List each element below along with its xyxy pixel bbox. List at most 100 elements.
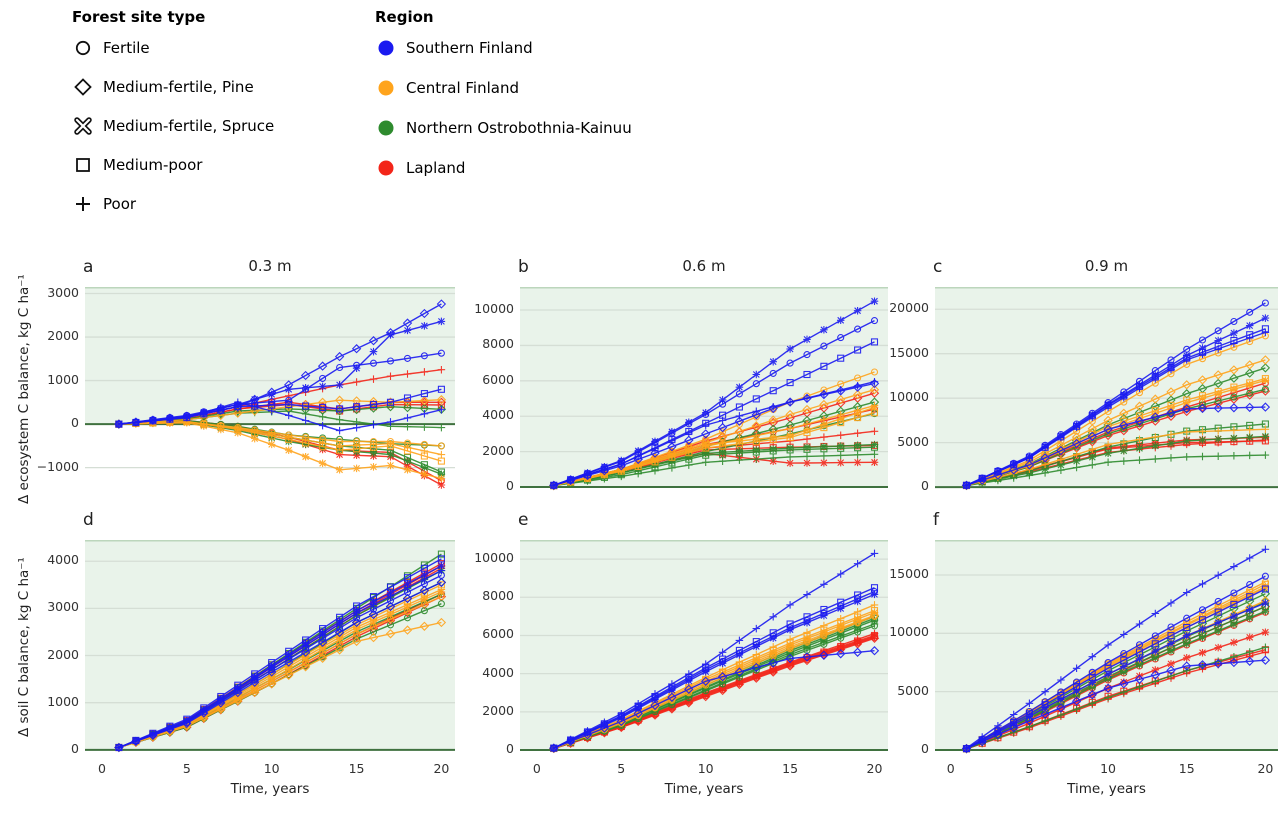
region-color-dot	[375, 37, 397, 59]
x-tick-label: 20	[1257, 761, 1274, 776]
x-tick-label: 20	[866, 761, 883, 776]
diamond-icon	[74, 77, 92, 96]
site-type-legend-item: Poor	[72, 184, 274, 223]
spruce-icon	[74, 116, 92, 135]
site-type-legend-item: Medium-fertile, Pine	[72, 67, 274, 106]
chart-d-svg	[85, 540, 455, 753]
panel-e-x-axis-title: Time, years	[664, 781, 744, 797]
x-tick-label: 15	[348, 761, 365, 776]
series-southern-diamond	[961, 655, 1271, 754]
y-tick-label: 20000	[889, 300, 929, 316]
site-type-label: Medium-fertile, Pine	[103, 77, 254, 96]
legend-glyph	[72, 115, 94, 137]
site-type-legend-item: Medium-poor	[72, 145, 274, 184]
region-legend-item: Central Finland	[375, 68, 632, 108]
x-tick-label: 5	[617, 761, 626, 776]
y-tick-label: 10000	[474, 550, 514, 566]
panel-f: f Time, years 0 5000 10000 15000 0 5 10 15 20	[889, 510, 1278, 797]
y-tick-label: 0	[921, 478, 929, 494]
legend-glyph	[72, 193, 94, 215]
series-southern-circle	[115, 571, 445, 752]
panel-f-plot	[935, 540, 1278, 759]
panel-b-title: 0.6 m	[682, 257, 726, 275]
y-tick-label: 8000	[482, 588, 514, 604]
y-tick-label: 0	[506, 478, 514, 494]
x-tick-label: 0	[532, 761, 541, 776]
site-type-legend-title: Forest site type	[72, 8, 206, 26]
panel-b-plot	[520, 287, 888, 496]
y-tick-label: 1000	[47, 693, 79, 709]
x-tick-label: 5	[182, 761, 191, 776]
plus-icon	[76, 196, 90, 211]
legend-glyph	[72, 154, 94, 176]
chart-b-svg	[520, 287, 888, 491]
series-southern-circle	[550, 317, 879, 489]
x-tick-label: 20	[433, 761, 450, 776]
y-tick-label: 2000	[47, 328, 79, 344]
series-lapland-spruce	[115, 418, 446, 489]
y-tick-label: 4000	[47, 552, 79, 568]
panel-f-letter: f	[933, 510, 939, 530]
x-tick-label: 0	[946, 761, 955, 776]
panel-d-plot	[85, 540, 455, 759]
panel-a: a 0.3 m −1000 0 1000 2000 3000	[37, 257, 455, 492]
series-southern-circle	[962, 572, 1269, 753]
chart-f-svg	[935, 540, 1278, 754]
y-tick-label: 0	[71, 415, 79, 431]
panel-c-title: 0.9 m	[1084, 257, 1129, 275]
site-type-label: Fertile	[103, 38, 150, 57]
chart-c-svg	[935, 287, 1278, 491]
series-lapland-circle	[115, 417, 445, 485]
series-central-spruce	[115, 419, 446, 483]
series-southern-diamond	[961, 402, 1271, 490]
region-legend-items: Southern Finland Central Finland Northern …	[375, 28, 632, 188]
panel-d: d Time, years 0 1000 2000 3000 4000 0 5 10 15 20	[47, 510, 455, 797]
region-legend: Region Southern Finland Central Finland No…	[375, 2, 632, 188]
y-tick-label: 6000	[482, 371, 514, 387]
site-type-label: Medium-poor	[103, 155, 203, 174]
series-southern-circle	[962, 299, 1269, 489]
region-legend-item: Southern Finland	[375, 28, 632, 68]
y-tick-label: 4000	[482, 664, 514, 680]
region-label: Lapland	[406, 159, 466, 177]
panel-c: c 0.9 m 0 5000 10000 15000 20000	[889, 257, 1278, 493]
y-tick-label: 2000	[482, 442, 514, 458]
y-tick-label: 6000	[482, 626, 514, 642]
site-type-legend-items: Fertile Medium-fertile, Pine Medium-fertil…	[72, 28, 274, 223]
region-label: Southern Finland	[406, 39, 533, 57]
panel-d-letter: d	[83, 510, 94, 530]
y-tick-label: 4000	[482, 407, 514, 423]
y-tick-label: 2000	[482, 702, 514, 718]
panel-d-x-axis-title: Time, years	[230, 781, 310, 797]
square-icon	[76, 157, 90, 172]
y-tick-label: 10000	[889, 389, 929, 405]
legend-glyph	[72, 37, 94, 59]
y-tick-label: 3000	[47, 284, 79, 300]
y-tick-label: 15000	[889, 344, 929, 360]
x-tick-label: 10	[1100, 761, 1117, 776]
region-label: Central Finland	[406, 79, 519, 97]
region-color-dot	[375, 117, 397, 139]
y-tick-label: −1000	[36, 458, 79, 474]
panel-f-x-axis-title: Time, years	[1067, 781, 1146, 797]
region-label: Northern Ostrobothnia-Kainuu	[406, 119, 632, 137]
region-legend-item: Northern Ostrobothnia-Kainuu	[375, 108, 632, 148]
y-tick-label: 1000	[47, 371, 79, 387]
panel-a-plot	[85, 287, 455, 496]
panel-b-letter: b	[518, 257, 529, 277]
y-tick-label: 2000	[47, 646, 79, 662]
legend-glyph	[72, 76, 94, 98]
y-tick-label: 3000	[47, 599, 79, 615]
site-type-legend-item: Medium-fertile, Spruce	[72, 106, 274, 145]
region-legend-item: Lapland	[375, 148, 632, 188]
chart-e-svg	[520, 540, 888, 754]
panel-c-letter: c	[933, 257, 943, 277]
y-tick-label: 5000	[897, 433, 929, 449]
y-tick-label: 10000	[889, 624, 929, 640]
x-tick-label: 0	[98, 761, 106, 776]
panel-e: e Time, years 0 2000 4000 6000 8000 10000 0 5 10…	[474, 510, 888, 797]
x-tick-label: 15	[782, 761, 799, 776]
y-tick-label: 0	[506, 741, 514, 757]
circle-icon	[75, 40, 91, 55]
